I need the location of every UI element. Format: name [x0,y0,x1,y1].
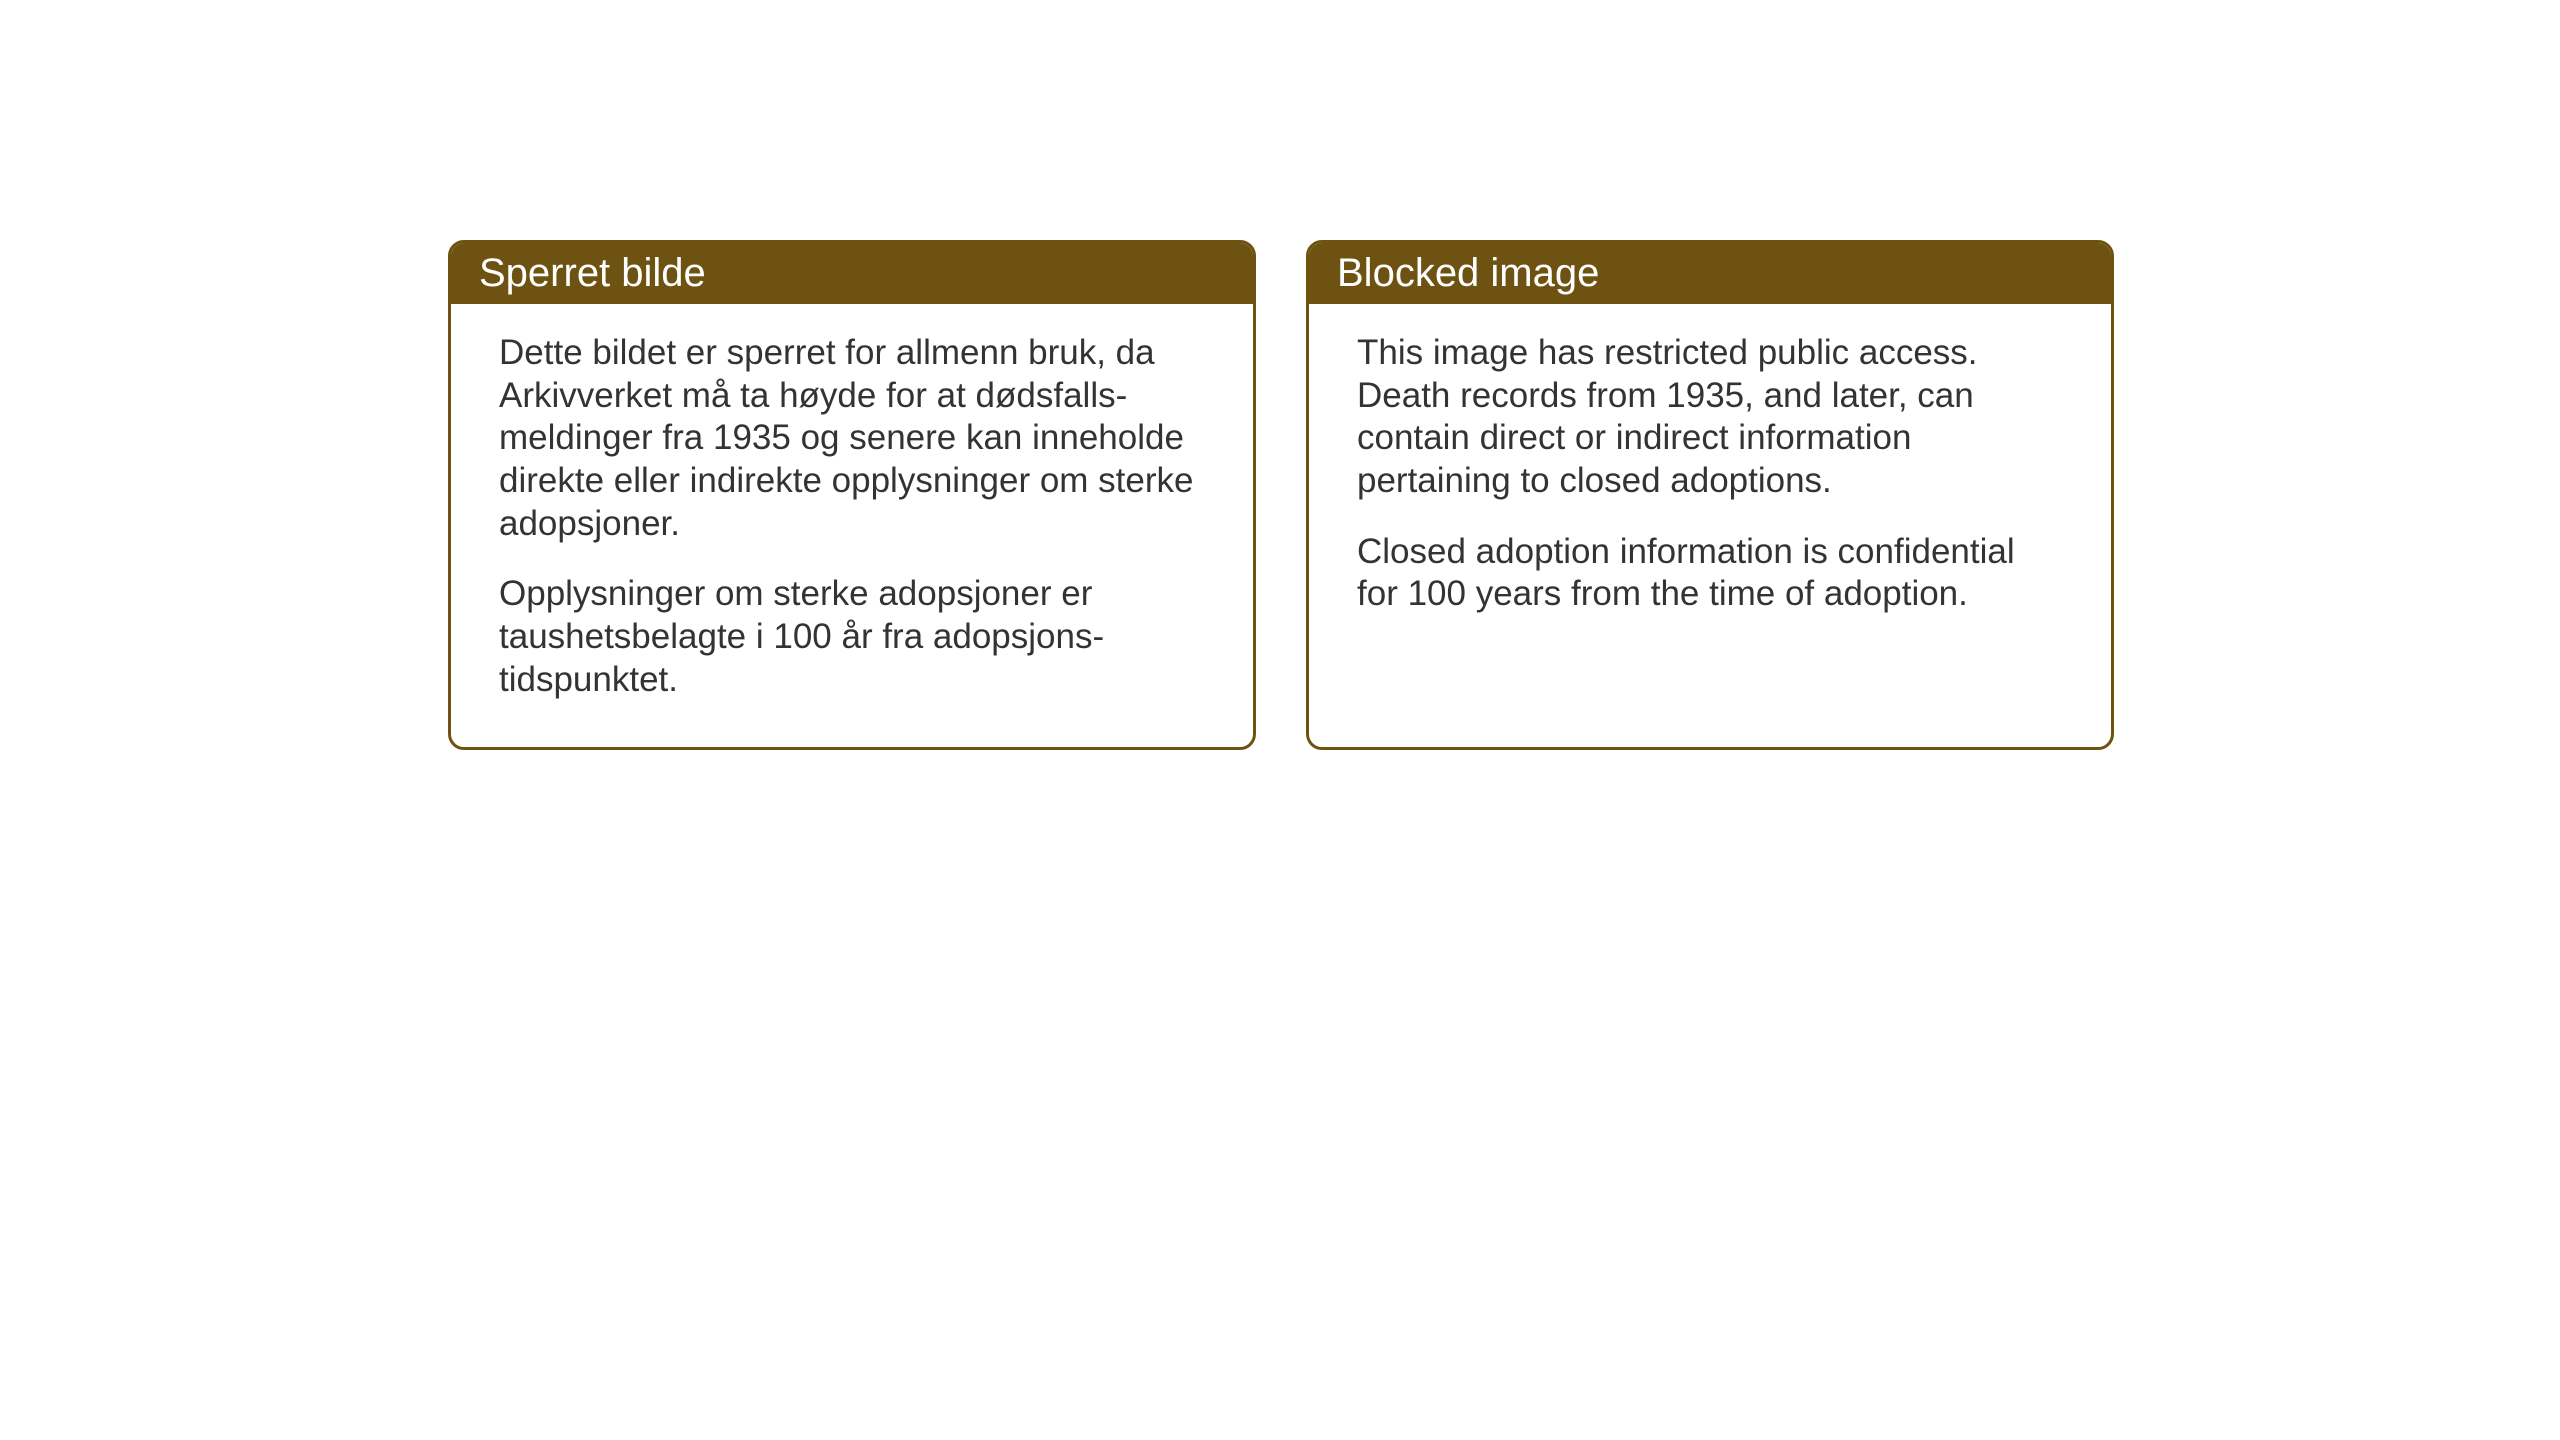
notice-card-english: Blocked image This image has restricted … [1306,240,2114,750]
card-header-norwegian: Sperret bilde [451,243,1253,304]
paragraph-english-1: This image has restricted public access.… [1357,332,2063,503]
paragraph-english-2: Closed adoption information is confident… [1357,531,2063,616]
card-body-english: This image has restricted public access.… [1309,304,2111,656]
notice-card-norwegian: Sperret bilde Dette bildet er sperret fo… [448,240,1256,750]
card-header-english: Blocked image [1309,243,2111,304]
notices-container: Sperret bilde Dette bildet er sperret fo… [448,240,2114,750]
card-title-english: Blocked image [1337,251,1599,295]
paragraph-norwegian-1: Dette bildet er sperret for allmenn bruk… [499,332,1205,545]
card-title-norwegian: Sperret bilde [479,251,706,295]
paragraph-norwegian-2: Opplysninger om sterke adopsjoner er tau… [499,573,1205,701]
card-body-norwegian: Dette bildet er sperret for allmenn bruk… [451,304,1253,742]
